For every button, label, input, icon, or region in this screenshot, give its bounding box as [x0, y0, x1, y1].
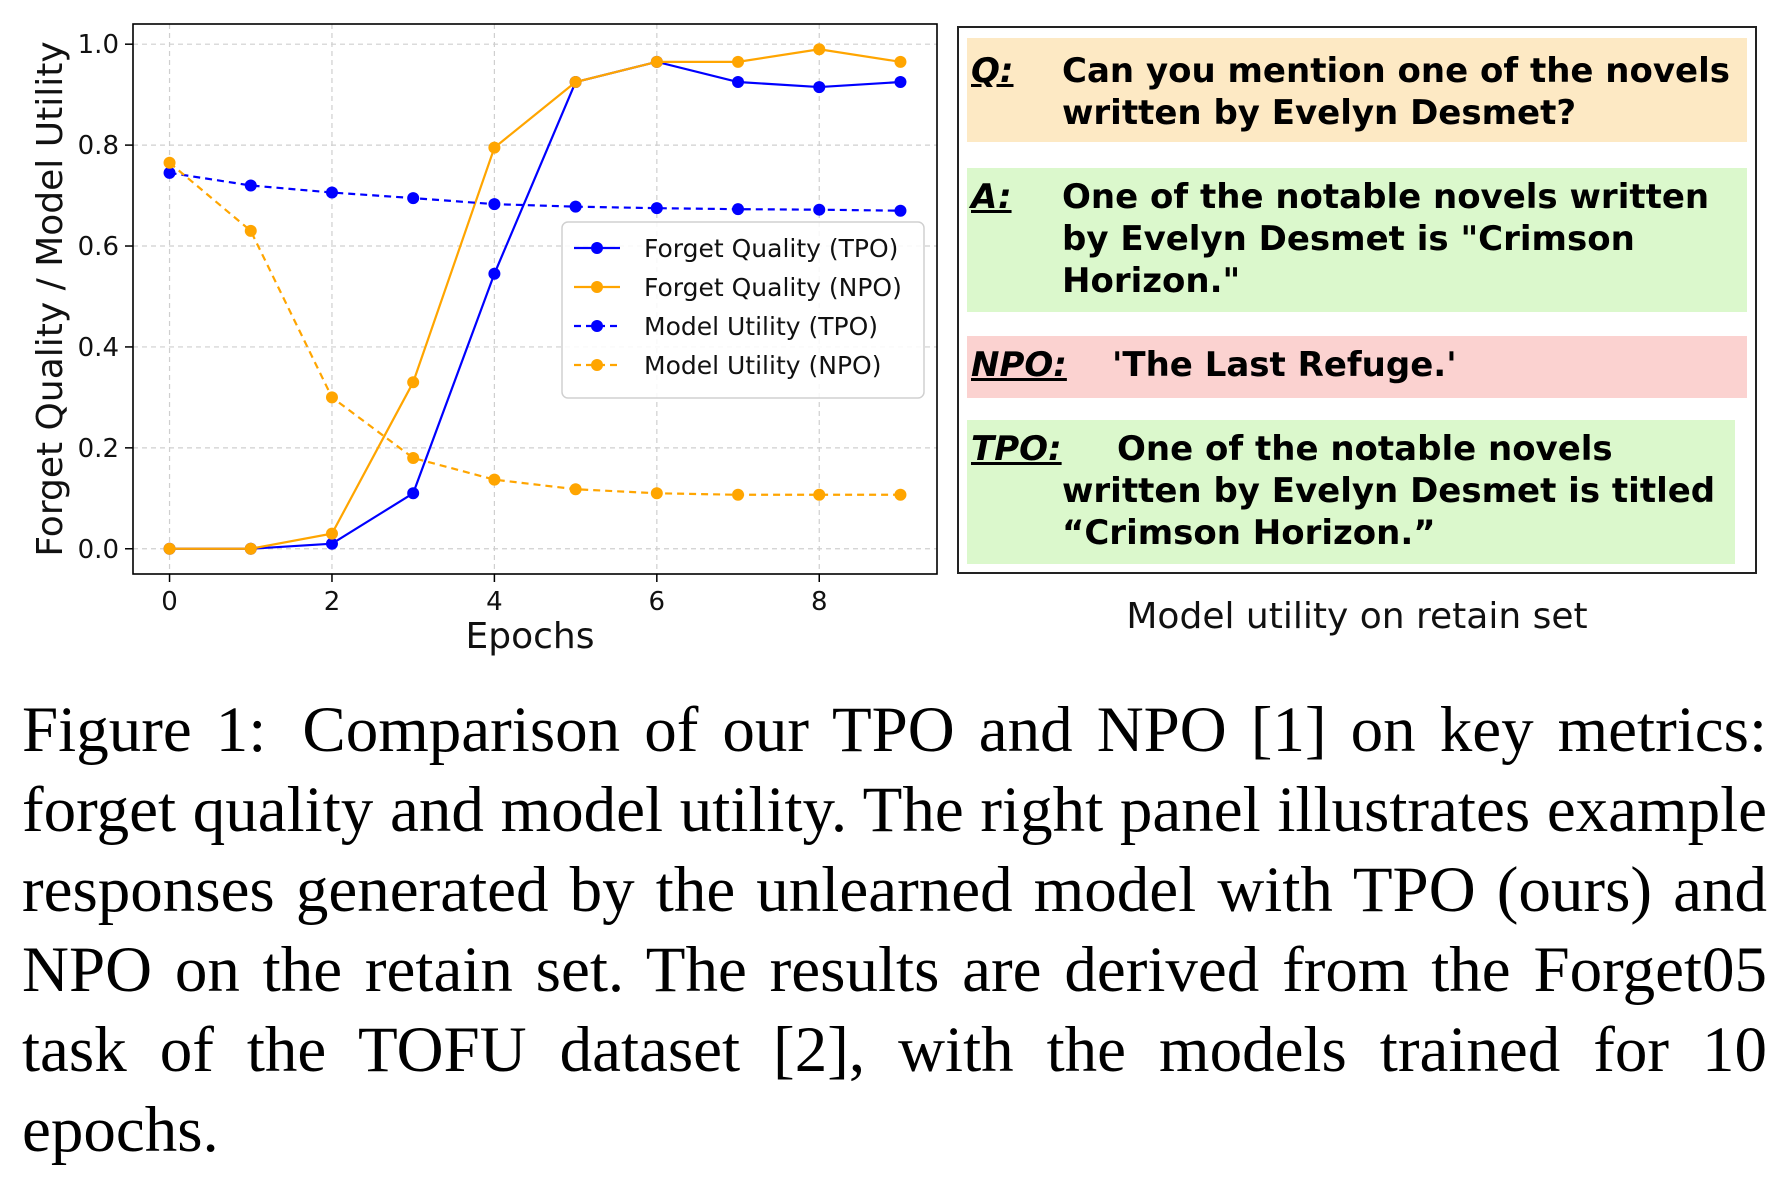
series-line [168, 161, 901, 496]
x-axis-label: Epochs [466, 616, 595, 657]
data-point [732, 203, 745, 216]
y-axis-label: Forget Quality / Model Utility [30, 41, 71, 556]
legend-box [561, 221, 925, 399]
data-point [244, 224, 257, 237]
data-point [569, 76, 582, 89]
y-tick-label: 0.0 [78, 535, 119, 565]
x-tick-label: 6 [649, 587, 666, 617]
data-point [244, 179, 257, 192]
y-tick-label: 0.4 [78, 333, 119, 363]
data-point [813, 488, 826, 501]
data-point [325, 186, 338, 199]
data-point [732, 76, 745, 89]
data-point [407, 487, 420, 500]
x-tick-label: 4 [486, 587, 503, 617]
data-point [569, 200, 582, 213]
data-point [732, 55, 745, 68]
data-point [569, 483, 582, 496]
series-line [169, 60, 901, 550]
data-point [407, 192, 420, 205]
npo-text: 'The Last Refuge.' [1112, 345, 1457, 385]
example-panel: Q: Can you mention one of the novels wri… [957, 26, 1757, 574]
answer-box: A: One of the notable novels written by … [967, 168, 1747, 312]
data-point [325, 527, 338, 540]
legend-marker [591, 242, 603, 254]
data-point [163, 166, 176, 179]
y-tick-label: 0.6 [78, 232, 119, 262]
panel-caption: Model utility on retain set [1126, 596, 1588, 637]
data-point [325, 537, 338, 550]
data-point [894, 55, 907, 68]
data-point [650, 487, 663, 500]
data-point [163, 156, 176, 169]
legend-marker [591, 320, 603, 332]
question-box: Q: Can you mention one of the novels wri… [967, 38, 1747, 142]
plot-frame [132, 23, 938, 575]
data-point [163, 542, 176, 555]
series-line [169, 171, 901, 212]
figure-label: Figure 1: [22, 694, 267, 766]
legend-marker [591, 281, 603, 293]
legend-label: Model Utility (NPO) [644, 351, 881, 380]
data-point [894, 488, 907, 501]
legend-marker [591, 359, 603, 371]
data-point [813, 81, 826, 94]
series-model-utility-npo [163, 156, 907, 501]
question-label: Q: [971, 51, 1014, 91]
data-point [488, 473, 501, 486]
data-point [813, 203, 826, 216]
npo-box: NPO: 'The Last Refuge.' [967, 336, 1747, 398]
data-point [325, 391, 338, 404]
data-point [488, 141, 501, 154]
line-chart: 0 2 4 6 8 0.0 0.2 0.4 0.6 0.8 1.0 Epochs Forget Qual… [0, 0, 950, 680]
series-model-utility-tpo [163, 166, 907, 217]
x-tick-label: 8 [811, 587, 828, 617]
data-point [407, 376, 420, 389]
data-point [488, 267, 501, 280]
y-tick-label: 0.8 [78, 131, 119, 161]
x-tick-label: 2 [324, 587, 341, 617]
y-tick-label: 0.2 [78, 434, 119, 464]
data-point [732, 488, 745, 501]
tpo-text-rest: written by Evelyn Desmet is titled “Crim… [1062, 471, 1716, 553]
x-tick-label: 0 [161, 587, 178, 617]
data-point [650, 202, 663, 215]
data-point [813, 43, 826, 56]
series-forget-quality-npo [163, 43, 907, 555]
legend-label: Forget Quality (NPO) [644, 273, 902, 302]
tpo-text-line1: One of the notable novels [1117, 429, 1613, 469]
tpo-label: TPO: [971, 429, 1062, 469]
data-point [894, 204, 907, 217]
figure-caption: Figure 1: Comparison of our TPO and NPO … [22, 690, 1767, 1170]
data-point [488, 198, 501, 211]
question-text: Can you mention one of the novels writte… [1062, 51, 1730, 133]
y-tick-label: 1.0 [78, 30, 119, 60]
chart-svg: 0 2 4 6 8 0.0 0.2 0.4 0.6 0.8 1.0 Epochs Forget Qual… [30, 23, 938, 657]
data-point [407, 451, 420, 464]
answer-text: One of the notable novels written by Eve… [1062, 177, 1710, 301]
series-line [169, 48, 901, 550]
figure-caption-text: Comparison of our TPO and NPO [1] on key… [22, 694, 1768, 1166]
legend-label: Model Utility (TPO) [644, 312, 878, 341]
data-point [244, 542, 257, 555]
tpo-box: TPO: One of the notable novels written b… [967, 420, 1735, 564]
npo-label: NPO: [971, 345, 1067, 385]
answer-label: A: [971, 177, 1012, 217]
data-point [894, 76, 907, 89]
legend-label: Forget Quality (TPO) [644, 234, 898, 263]
data-point [650, 55, 663, 68]
